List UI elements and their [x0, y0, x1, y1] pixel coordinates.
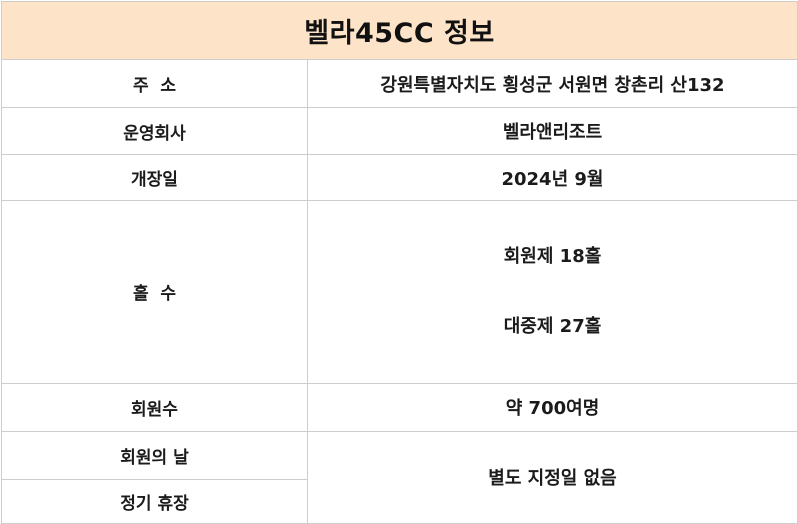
- row-value-company: 벨라앤리조트: [307, 107, 798, 155]
- row-label-member-count: 회원수: [1, 382, 308, 432]
- row-value-member-count: 약 700여명: [307, 382, 798, 432]
- table-row-opening-date: 개장일 2024년 9월: [1, 154, 798, 201]
- title-row: 벨라45CC 정보: [1, 1, 798, 60]
- row-label-holes: 홀 수: [1, 200, 308, 384]
- holes-line-public: 대중제 27홀: [503, 315, 602, 337]
- holes-line-membership: 회원제 18홀: [503, 246, 602, 267]
- table-row-holes: 홀 수 회원제 18홀 대중제 27홀: [1, 200, 798, 384]
- row-value-holes: 회원제 18홀 대중제 27홀: [307, 200, 798, 384]
- row-label-member-day: 회원의 날: [1, 430, 308, 480]
- table-row-address: 주 소 강원특별자치도 횡성군 서원면 창촌리 산132: [1, 59, 798, 108]
- table-row-company: 운영회사 벨라앤리조트: [1, 107, 798, 155]
- row-label-address: 주 소: [1, 59, 308, 108]
- row-value-address: 강원특별자치도 횡성군 서원면 창촌리 산132: [307, 59, 798, 108]
- table-row-member-count: 회원수 약 700여명: [1, 382, 798, 432]
- row-value-opening-date: 2024년 9월: [307, 154, 798, 201]
- row-label-opening-date: 개장일: [1, 154, 308, 201]
- row-value-merged-no-designated-day: 별도 지정일 없음: [307, 430, 798, 524]
- row-label-regular-closure: 정기 휴장: [1, 478, 308, 524]
- page-title: 벨라45CC 정보: [1, 1, 798, 60]
- table-row-member-day: 회원의 날 별도 지정일 없음: [1, 430, 798, 524]
- row-label-company: 운영회사: [1, 107, 308, 155]
